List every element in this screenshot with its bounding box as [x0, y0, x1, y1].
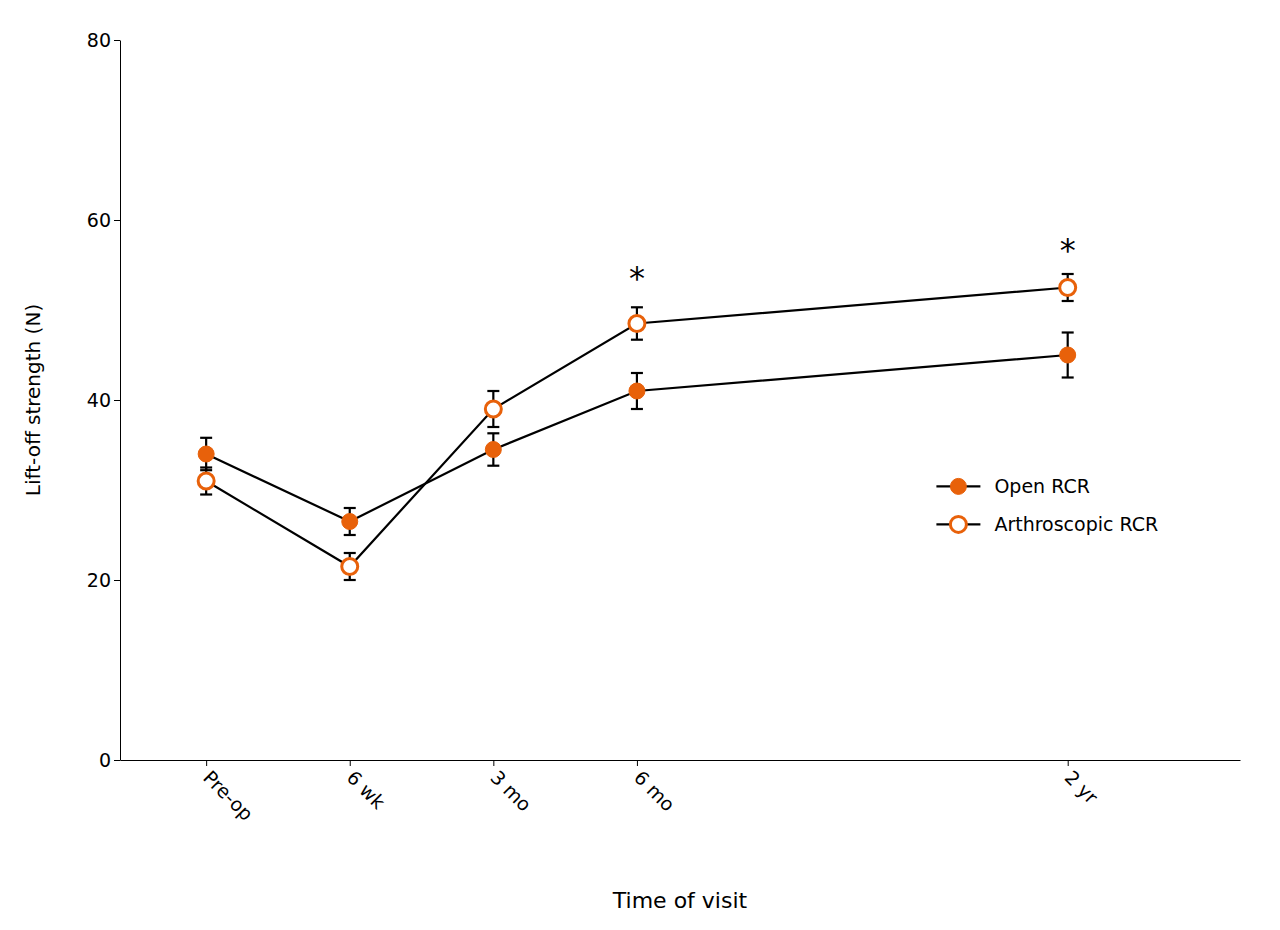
y-tick-label: 80	[87, 29, 111, 51]
error-bar-cap	[487, 432, 499, 434]
error-bar-cap	[487, 465, 499, 467]
x-tick-label: Pre-op	[199, 766, 258, 825]
y-tick: 80	[87, 29, 120, 51]
error-bar-cap	[200, 466, 212, 468]
x-tick-label: 6 wk	[343, 766, 390, 813]
series-line	[206, 355, 1068, 522]
x-axis-title: Time of visit	[612, 888, 748, 913]
point	[1060, 280, 1076, 296]
error-bar-cap	[487, 390, 499, 392]
point	[342, 559, 358, 575]
x-tick-label: 2 yr	[1061, 766, 1103, 808]
point	[342, 514, 358, 530]
y-tick-mark	[114, 760, 120, 761]
annotations: **	[629, 231, 1076, 298]
legend-swatch-marker	[950, 478, 966, 494]
x-tick-label: 6 mo	[630, 766, 680, 816]
x-tick-mark	[637, 760, 638, 766]
x-tick-mark	[493, 760, 494, 766]
error-bar-cap	[631, 372, 643, 374]
point	[629, 383, 645, 399]
y-axis-line	[120, 41, 121, 761]
y-tick-mark	[114, 400, 120, 401]
x-tick: Pre-op	[199, 760, 258, 825]
point	[629, 316, 645, 332]
series	[198, 333, 1076, 536]
error-bar-cap	[487, 426, 499, 428]
y-tick-mark	[114, 40, 120, 41]
error-bar-cap	[200, 437, 212, 439]
marks	[198, 274, 1076, 580]
x-tick: 6 mo	[630, 760, 680, 816]
y-tick: 40	[87, 389, 120, 411]
error-bar-cap	[631, 306, 643, 308]
point	[1060, 347, 1076, 363]
error-bar-cap	[631, 408, 643, 410]
chart-svg: Pre-op6 wk3 mo6 mo2 yr020406080**Open RC…	[0, 0, 1280, 930]
legend-label: Open RCR	[994, 475, 1090, 497]
error-bar-cap	[344, 552, 356, 554]
annotation: *	[1060, 231, 1076, 269]
series-line	[206, 288, 1068, 567]
y-tick-mark	[114, 220, 120, 221]
legend-swatch-marker	[950, 516, 966, 532]
y-tick: 20	[87, 569, 120, 591]
y-tick: 60	[87, 209, 120, 231]
plot-area: Pre-op6 wk3 mo6 mo2 yr020406080**Open RC…	[87, 29, 1241, 825]
error-bar-cap	[1062, 273, 1074, 275]
error-bar-cap	[344, 534, 356, 536]
error-bar-cap	[1062, 376, 1074, 378]
point	[198, 473, 214, 489]
legend-label: Arthroscopic RCR	[994, 513, 1158, 535]
legend-item: Arthroscopic RCR	[936, 513, 1158, 535]
error-bar-cap	[344, 579, 356, 581]
y-tick: 0	[99, 749, 120, 771]
y-tick-label: 40	[87, 389, 111, 411]
error-bar-cap	[1062, 331, 1074, 333]
x-axis: Pre-op 6 wk 3 mo 6 mo 2 yr	[121, 760, 1241, 825]
x-tick: 2 yr	[1061, 760, 1103, 808]
y-tick-label: 20	[87, 569, 111, 591]
x-tick: 6 wk	[343, 760, 390, 813]
annotation: *	[629, 259, 645, 297]
legend-item: Open RCR	[936, 475, 1090, 497]
x-tick-label: 3 mo	[486, 766, 536, 816]
y-axis: 0 20 40 60 80	[87, 29, 121, 771]
error-bar-cap	[631, 339, 643, 341]
error-bar-cap	[344, 507, 356, 509]
point	[485, 442, 501, 458]
x-tick-mark	[1068, 760, 1069, 766]
series	[198, 274, 1076, 580]
y-tick-label: 60	[87, 209, 111, 231]
y-tick-mark	[114, 580, 120, 581]
error-bar-cap	[1062, 300, 1074, 302]
x-axis-line	[121, 760, 1241, 761]
y-tick-label: 0	[99, 749, 111, 771]
point	[198, 446, 214, 462]
y-axis-title: Lift-off strength (N)	[21, 304, 45, 496]
x-tick-mark	[350, 760, 351, 766]
x-tick-mark	[206, 760, 207, 766]
x-tick: 3 mo	[486, 760, 536, 816]
point	[485, 401, 501, 417]
legend: Open RCR Arthroscopic RCR	[936, 475, 1158, 535]
error-bar-cap	[200, 493, 212, 495]
